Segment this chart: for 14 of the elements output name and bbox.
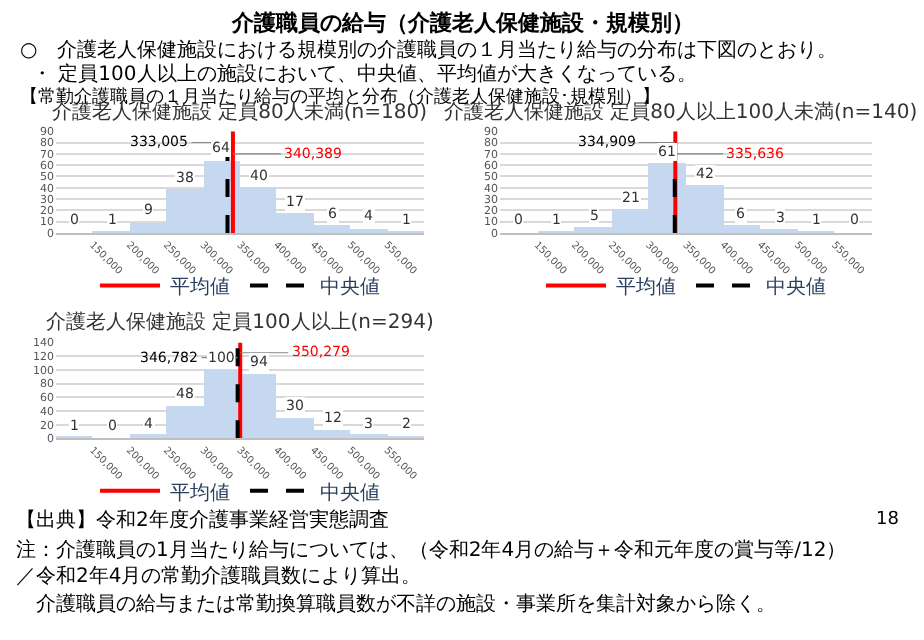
text: 【出典】令和2年度介護事業経営実態調査: [16, 508, 389, 532]
legend-label: 平均値: [170, 480, 230, 505]
legend-label: 中央値: [766, 275, 826, 300]
text: ○ 介護老人保健施設における規模別の介護職員の１月当たり給与の分布は下図のとおり。: [20, 38, 838, 62]
text: 介護職員の給与（介護老人保健施設・規模別）: [230, 10, 694, 36]
chart-title: 介護老人保健施設 定員100人以上(n=294): [46, 310, 434, 334]
legend-label: 中央値: [320, 480, 380, 505]
text: ・ 定員100人以上の施設において、中央値、平均値が大きくなっている。: [32, 62, 697, 86]
legend-label: 中央値: [320, 275, 380, 300]
text: 18: [876, 510, 900, 530]
legend-label: 平均値: [170, 275, 230, 300]
text: 介護職員の給与または常勤換算職員数が不詳の施設・事業所を集計対象から除く。: [36, 592, 776, 616]
legend-label: 平均値: [616, 275, 676, 300]
text: 注：介護職員の1月当たり給与については、（令和2年4月の給与＋令和元年度の賞与等/12）／令和2年4月の常勤介護職員数により算出。: [16, 538, 847, 588]
